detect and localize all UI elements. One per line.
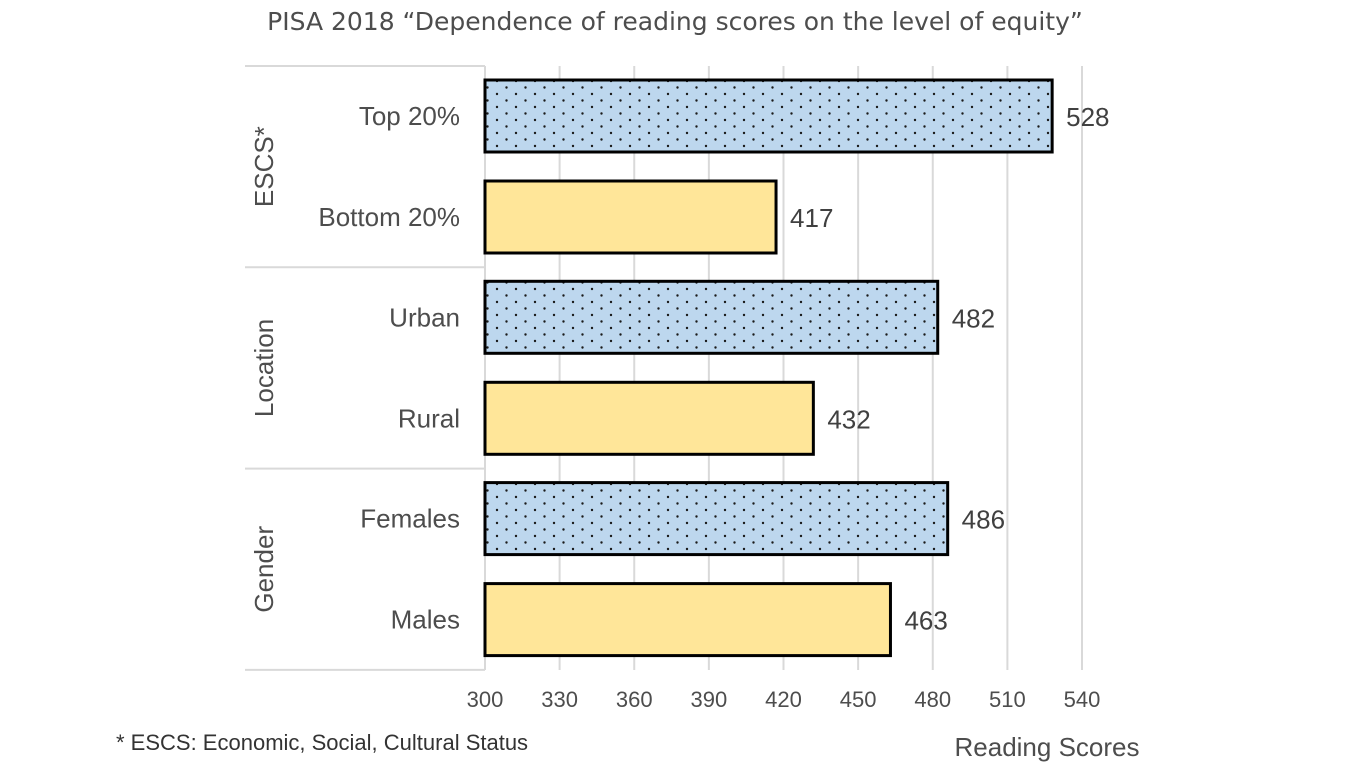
bar-top-20 bbox=[483, 78, 1054, 154]
category-label-bottom-20: Bottom 20% bbox=[318, 202, 460, 232]
data-label-urban: 482 bbox=[952, 303, 995, 333]
bar-males bbox=[483, 582, 892, 658]
x-tick-390: 390 bbox=[691, 687, 728, 712]
data-labels: 528 417 482 432 486 463 bbox=[790, 102, 1110, 636]
x-tick-labels: 300 330 360 390 420 450 480 510 540 bbox=[467, 687, 1101, 712]
x-tick-540: 540 bbox=[1064, 687, 1101, 712]
data-label-top-20: 528 bbox=[1066, 102, 1109, 132]
group-label-gender: Gender bbox=[249, 526, 279, 613]
category-label-top-20: Top 20% bbox=[359, 101, 460, 131]
data-label-bottom-20: 417 bbox=[790, 203, 833, 233]
x-tick-420: 420 bbox=[765, 687, 802, 712]
x-axis-title: Reading Scores bbox=[955, 732, 1140, 762]
category-label-urban: Urban bbox=[389, 302, 460, 332]
bar-bottom-20 bbox=[483, 179, 778, 255]
bar-females bbox=[483, 481, 950, 557]
category-label-females: Females bbox=[360, 504, 460, 534]
footnote: * ESCS: Economic, Social, Cultural Statu… bbox=[116, 730, 528, 755]
category-labels: Top 20% Bottom 20% Urban Rural Females Males bbox=[318, 101, 460, 635]
group-dividers bbox=[245, 65, 486, 671]
data-label-males: 463 bbox=[904, 606, 947, 636]
x-tick-480: 480 bbox=[914, 687, 951, 712]
category-label-rural: Rural bbox=[398, 403, 460, 433]
bar-rural bbox=[483, 380, 815, 456]
data-label-females: 486 bbox=[962, 505, 1005, 535]
x-tick-450: 450 bbox=[840, 687, 877, 712]
x-tick-510: 510 bbox=[989, 687, 1026, 712]
group-label-location: Location bbox=[249, 319, 279, 417]
data-label-rural: 432 bbox=[827, 404, 870, 434]
x-tick-300: 300 bbox=[467, 687, 504, 712]
bars bbox=[483, 78, 1054, 658]
group-label-escs: ESCS* bbox=[249, 126, 279, 207]
category-label-males: Males bbox=[391, 605, 460, 635]
gridlines bbox=[558, 66, 1083, 670]
x-tick-360: 360 bbox=[616, 687, 653, 712]
bar-urban bbox=[483, 279, 940, 355]
chart-title: PISA 2018 “Dependence of reading scores … bbox=[267, 7, 1083, 36]
x-tick-330: 330 bbox=[541, 687, 578, 712]
group-labels: ESCS* Location Gender bbox=[249, 126, 279, 612]
